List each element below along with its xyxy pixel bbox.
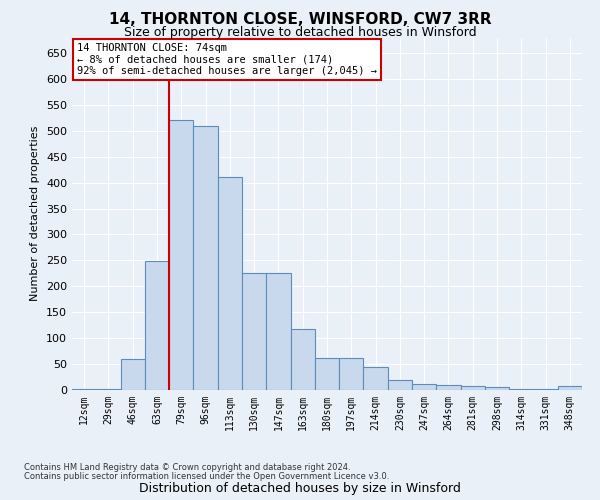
- Bar: [96, 389, 121, 390]
- Bar: [315, 358, 339, 390]
- Bar: [533, 389, 558, 390]
- Bar: [388, 380, 412, 390]
- Bar: [485, 388, 509, 390]
- Bar: [290, 329, 315, 390]
- Bar: [242, 273, 266, 390]
- Text: 14 THORNTON CLOSE: 74sqm
← 8% of detached houses are smaller (174)
92% of semi-d: 14 THORNTON CLOSE: 74sqm ← 8% of detache…: [77, 43, 377, 76]
- Bar: [72, 389, 96, 390]
- Bar: [509, 389, 533, 390]
- Bar: [412, 384, 436, 390]
- Text: Size of property relative to detached houses in Winsford: Size of property relative to detached ho…: [124, 26, 476, 39]
- Bar: [364, 366, 388, 390]
- Bar: [461, 386, 485, 390]
- Text: Contains public sector information licensed under the Open Government Licence v3: Contains public sector information licen…: [24, 472, 389, 481]
- Bar: [145, 262, 169, 390]
- Bar: [218, 178, 242, 390]
- Text: Distribution of detached houses by size in Winsford: Distribution of detached houses by size …: [139, 482, 461, 495]
- Bar: [266, 273, 290, 390]
- Y-axis label: Number of detached properties: Number of detached properties: [31, 126, 40, 302]
- Bar: [339, 358, 364, 390]
- Bar: [169, 120, 193, 390]
- Text: Contains HM Land Registry data © Crown copyright and database right 2024.: Contains HM Land Registry data © Crown c…: [24, 464, 350, 472]
- Bar: [193, 126, 218, 390]
- Text: 14, THORNTON CLOSE, WINSFORD, CW7 3RR: 14, THORNTON CLOSE, WINSFORD, CW7 3RR: [109, 12, 491, 28]
- Bar: [558, 386, 582, 390]
- Bar: [121, 359, 145, 390]
- Bar: [436, 385, 461, 390]
